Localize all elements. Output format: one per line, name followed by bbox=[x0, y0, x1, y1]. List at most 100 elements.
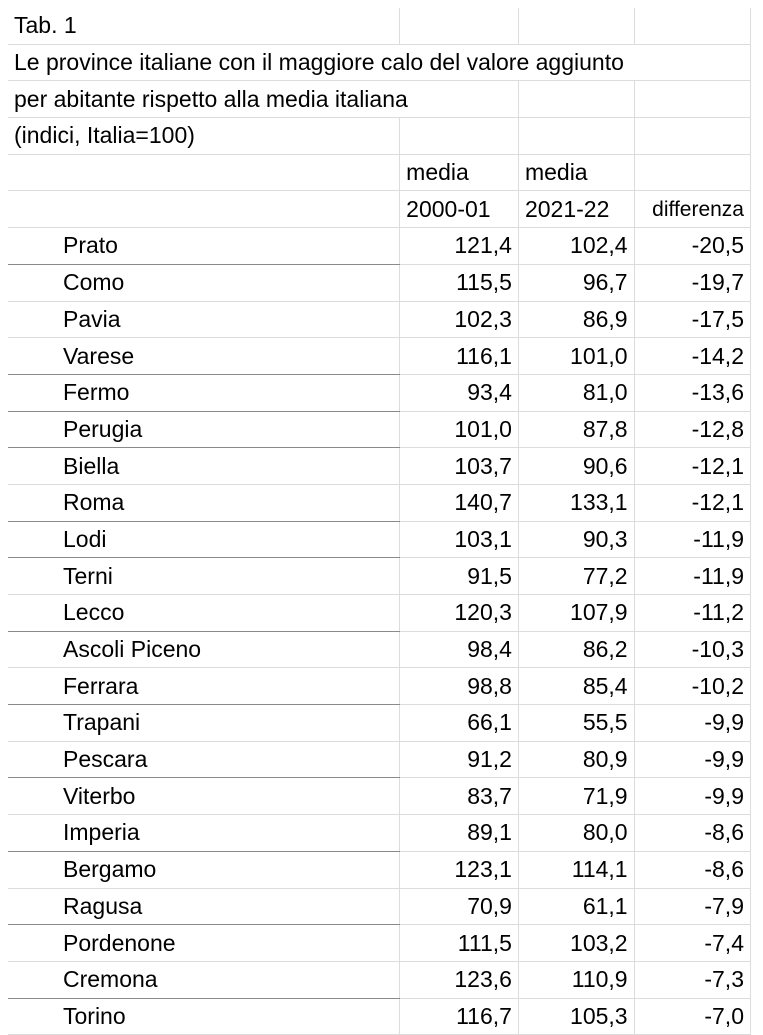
province-name-cell[interactable]: Viterbo bbox=[8, 777, 401, 816]
table-subtitle-line-2[interactable]: per abitante rispetto alla media italian… bbox=[8, 80, 519, 119]
province-name-cell[interactable]: Roma bbox=[8, 484, 401, 522]
province-name-cell[interactable]: Terni bbox=[8, 557, 401, 595]
difference-cell[interactable]: -17,5 bbox=[634, 301, 752, 339]
value-2021-cell[interactable]: 86,9 bbox=[518, 301, 635, 339]
value-2000-cell[interactable]: 102,3 bbox=[399, 301, 519, 339]
value-2000-cell[interactable]: 123,6 bbox=[399, 961, 519, 999]
difference-cell[interactable]: -13,6 bbox=[634, 374, 752, 412]
value-2000-cell[interactable]: 83,7 bbox=[399, 777, 519, 816]
province-name-cell[interactable]: Cremona bbox=[8, 961, 401, 999]
province-name-cell[interactable]: Fermo bbox=[8, 374, 401, 412]
value-2021-cell[interactable]: 90,6 bbox=[518, 447, 635, 485]
value-2021-cell[interactable]: 102,4 bbox=[518, 227, 635, 265]
province-name-cell[interactable]: Torino bbox=[8, 998, 401, 1035]
difference-cell[interactable]: -7,0 bbox=[634, 998, 752, 1035]
value-2021-cell[interactable]: 77,2 bbox=[518, 557, 635, 595]
difference-cell[interactable]: -14,2 bbox=[634, 337, 752, 375]
value-2021-cell[interactable]: 114,1 bbox=[518, 851, 635, 889]
province-name-cell[interactable]: Lodi bbox=[8, 521, 401, 559]
col1-header-bottom[interactable]: 2000-01 bbox=[399, 190, 519, 229]
col2-header-bottom[interactable]: 2021-22 bbox=[518, 190, 635, 229]
value-2000-cell[interactable]: 120,3 bbox=[399, 594, 519, 632]
empty-cell[interactable] bbox=[8, 190, 401, 229]
col1-header-top[interactable]: media bbox=[399, 154, 519, 192]
table-subtitle-line-1[interactable]: Le province italiane con il maggiore cal… bbox=[8, 44, 751, 82]
province-name-cell[interactable]: Perugia bbox=[8, 411, 401, 449]
empty-cell[interactable] bbox=[399, 117, 519, 155]
value-2021-cell[interactable]: 107,9 bbox=[518, 594, 635, 632]
value-2000-cell[interactable]: 91,5 bbox=[399, 557, 519, 595]
value-2021-cell[interactable]: 55,5 bbox=[518, 704, 635, 742]
empty-cell[interactable] bbox=[518, 8, 635, 45]
value-2000-cell[interactable]: 89,1 bbox=[399, 814, 519, 852]
difference-cell[interactable]: -9,9 bbox=[634, 704, 752, 742]
difference-cell[interactable]: -10,3 bbox=[634, 631, 752, 669]
value-2000-cell[interactable]: 98,4 bbox=[399, 631, 519, 669]
province-name-cell[interactable]: Pordenone bbox=[8, 924, 401, 962]
difference-cell[interactable]: -20,5 bbox=[634, 227, 752, 265]
province-name-cell[interactable]: Ascoli Piceno bbox=[8, 631, 401, 669]
difference-cell[interactable]: -7,4 bbox=[634, 924, 752, 962]
col2-header-top[interactable]: media bbox=[518, 154, 635, 192]
province-name-cell[interactable]: Biella bbox=[8, 447, 401, 485]
difference-cell[interactable]: -9,9 bbox=[634, 741, 752, 779]
empty-cell[interactable] bbox=[518, 117, 635, 155]
difference-cell[interactable]: -9,9 bbox=[634, 777, 752, 816]
province-name-cell[interactable]: Trapani bbox=[8, 704, 401, 742]
difference-cell[interactable]: -11,9 bbox=[634, 521, 752, 559]
value-2000-cell[interactable]: 70,9 bbox=[399, 888, 519, 926]
value-2021-cell[interactable]: 80,9 bbox=[518, 741, 635, 779]
value-2021-cell[interactable]: 105,3 bbox=[518, 998, 635, 1035]
empty-cell[interactable] bbox=[518, 80, 635, 119]
province-name-cell[interactable]: Pavia bbox=[8, 301, 401, 339]
difference-cell[interactable]: -11,2 bbox=[634, 594, 752, 632]
difference-cell[interactable]: -8,6 bbox=[634, 814, 752, 852]
value-2021-cell[interactable]: 103,2 bbox=[518, 924, 635, 962]
value-2021-cell[interactable]: 87,8 bbox=[518, 411, 635, 449]
empty-cell[interactable] bbox=[634, 80, 752, 119]
value-2000-cell[interactable]: 123,1 bbox=[399, 851, 519, 889]
value-2000-cell[interactable]: 98,8 bbox=[399, 667, 519, 706]
value-2021-cell[interactable]: 85,4 bbox=[518, 667, 635, 706]
value-2000-cell[interactable]: 116,7 bbox=[399, 998, 519, 1035]
value-2021-cell[interactable]: 86,2 bbox=[518, 631, 635, 669]
value-2000-cell[interactable]: 121,4 bbox=[399, 227, 519, 265]
empty-cell[interactable] bbox=[399, 8, 519, 45]
empty-cell[interactable] bbox=[634, 117, 752, 155]
empty-cell[interactable] bbox=[8, 154, 401, 192]
province-name-cell[interactable]: Varese bbox=[8, 337, 401, 375]
difference-cell[interactable]: -10,2 bbox=[634, 667, 752, 706]
value-2021-cell[interactable]: 101,0 bbox=[518, 337, 635, 375]
table-title[interactable]: Tab. 1 bbox=[8, 8, 401, 45]
difference-cell[interactable]: -12,1 bbox=[634, 484, 752, 522]
empty-cell[interactable] bbox=[634, 154, 752, 192]
value-2000-cell[interactable]: 116,1 bbox=[399, 337, 519, 375]
difference-cell[interactable]: -11,9 bbox=[634, 557, 752, 595]
value-2021-cell[interactable]: 90,3 bbox=[518, 521, 635, 559]
difference-cell[interactable]: -12,1 bbox=[634, 447, 752, 485]
province-name-cell[interactable]: Ferrara bbox=[8, 667, 401, 706]
value-2021-cell[interactable]: 61,1 bbox=[518, 888, 635, 926]
value-2021-cell[interactable]: 80,0 bbox=[518, 814, 635, 852]
province-name-cell[interactable]: Como bbox=[8, 264, 401, 302]
province-name-cell[interactable]: Pescara bbox=[8, 741, 401, 779]
difference-cell[interactable]: -12,8 bbox=[634, 411, 752, 449]
province-name-cell[interactable]: Prato bbox=[8, 227, 401, 265]
province-name-cell[interactable]: Ragusa bbox=[8, 888, 401, 926]
value-2021-cell[interactable]: 81,0 bbox=[518, 374, 635, 412]
value-2000-cell[interactable]: 103,7 bbox=[399, 447, 519, 485]
value-2021-cell[interactable]: 71,9 bbox=[518, 777, 635, 816]
province-name-cell[interactable]: Bergamo bbox=[8, 851, 401, 889]
value-2000-cell[interactable]: 140,7 bbox=[399, 484, 519, 522]
value-2000-cell[interactable]: 103,1 bbox=[399, 521, 519, 559]
col3-header[interactable]: differenza bbox=[634, 190, 752, 229]
value-2000-cell[interactable]: 93,4 bbox=[399, 374, 519, 412]
value-2000-cell[interactable]: 115,5 bbox=[399, 264, 519, 302]
value-2000-cell[interactable]: 111,5 bbox=[399, 924, 519, 962]
value-2021-cell[interactable]: 133,1 bbox=[518, 484, 635, 522]
value-2021-cell[interactable]: 110,9 bbox=[518, 961, 635, 999]
value-2000-cell[interactable]: 66,1 bbox=[399, 704, 519, 742]
value-2000-cell[interactable]: 91,2 bbox=[399, 741, 519, 779]
table-subtitle-line-3[interactable]: (indici, Italia=100) bbox=[8, 117, 401, 155]
province-name-cell[interactable]: Lecco bbox=[8, 594, 401, 632]
